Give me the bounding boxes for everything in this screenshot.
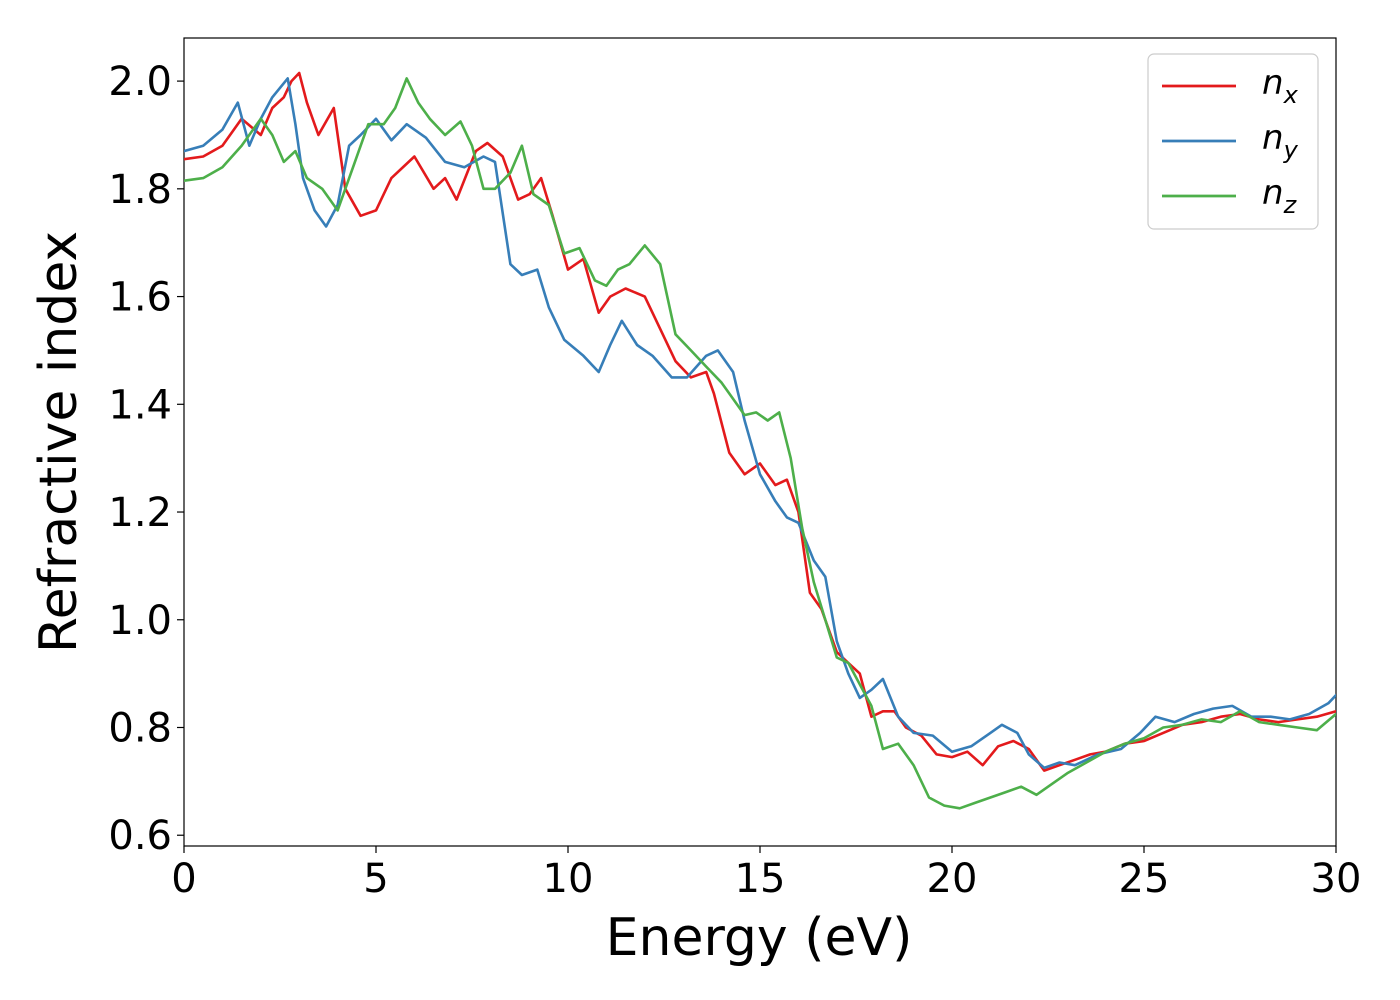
y-tick-label: 1.2 (108, 490, 172, 536)
y-tick-label: 1.0 (108, 598, 172, 644)
y-tick-label: 1.4 (108, 382, 172, 428)
y-axis-label: Refractive index (29, 231, 89, 653)
x-tick-label: 10 (543, 856, 594, 902)
x-axis-label: Energy (eV) (606, 908, 913, 968)
x-tick-label: 25 (1119, 856, 1170, 902)
x-tick-label: 15 (735, 856, 786, 902)
series-line-nx (184, 71, 1336, 772)
x-axis-ticks: 0 5 10 15 20 25 30 (171, 846, 1361, 902)
y-tick-label: 0.6 (108, 813, 172, 859)
x-tick-label: 20 (927, 856, 978, 902)
x-tick-label: 5 (363, 856, 388, 902)
y-tick-label: 2.0 (108, 59, 172, 105)
y-tick-label: 1.6 (108, 275, 172, 321)
y-axis-ticks: 0.6 0.8 1.0 1.2 1.4 1.6 1.8 2.0 (108, 59, 184, 859)
x-tick-label: 0 (171, 856, 196, 902)
x-tick-label: 30 (1311, 856, 1362, 902)
y-tick-label: 0.8 (108, 705, 172, 751)
y-tick-label: 1.8 (108, 167, 172, 213)
series-line-nz (184, 77, 1336, 810)
series-layer (184, 71, 1336, 810)
